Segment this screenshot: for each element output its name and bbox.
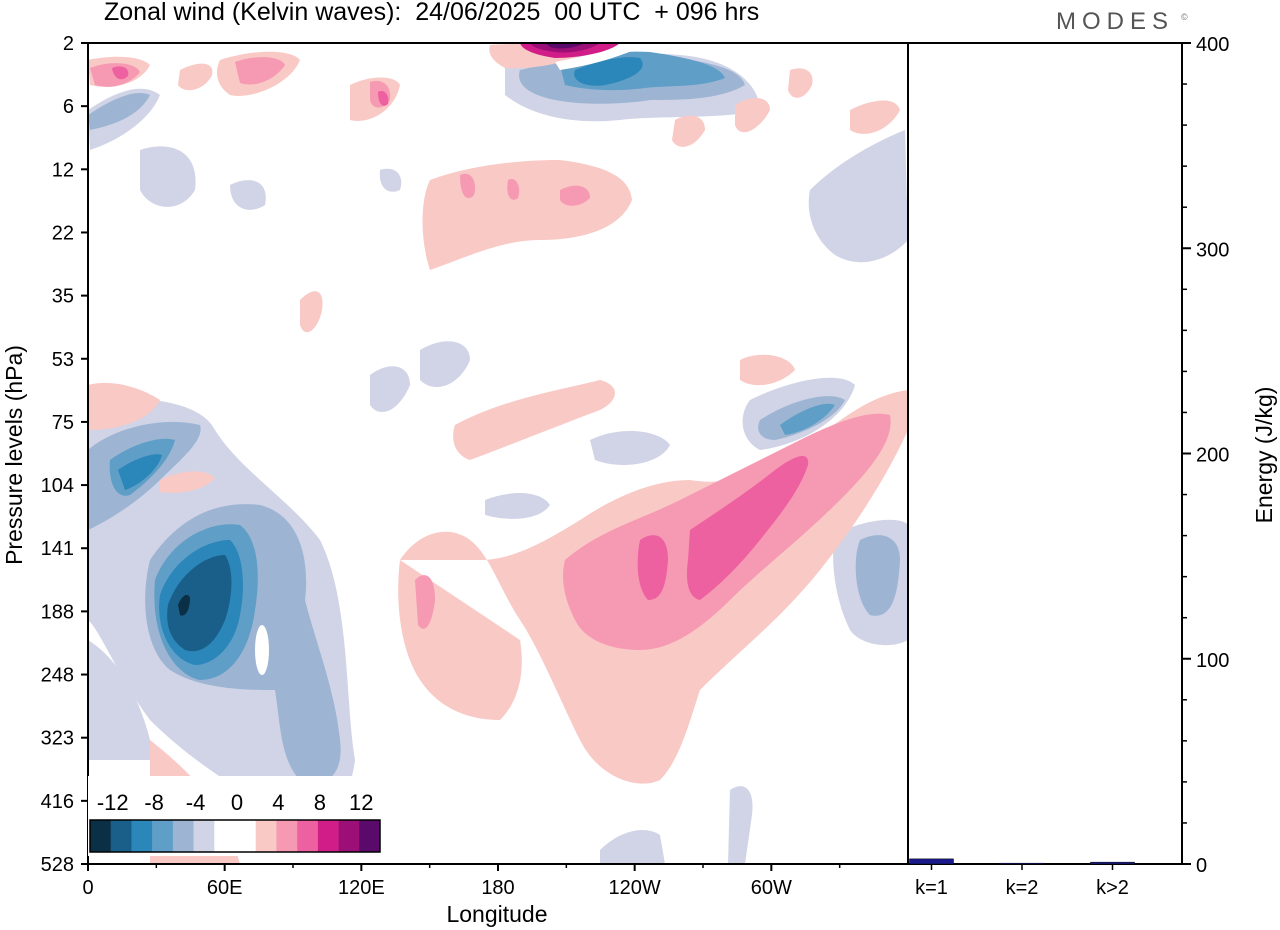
y-axis-label: Pressure levels (hPa)	[1, 345, 27, 565]
y-tick-label: 248	[41, 665, 74, 687]
colorbar-label: 12	[349, 790, 373, 815]
energy-axis-label: Energy (J/kg)	[1251, 387, 1277, 524]
colorbar-swatch	[359, 820, 381, 852]
colorbar-swatch	[317, 820, 339, 852]
y-tick-label: 22	[52, 222, 74, 244]
energy-panel-frame	[907, 42, 1183, 865]
energy-bars	[909, 858, 1135, 865]
colorbar-label: 8	[314, 790, 326, 815]
energy-tick-label: 200	[1196, 445, 1229, 467]
energy-category-label: k>2	[1096, 877, 1129, 899]
y-tick-label: 141	[41, 538, 74, 560]
x-tick-label: 60E	[207, 877, 243, 899]
x-axis-ticks: 0 60E 120E 180 120W 60W	[82, 864, 841, 899]
y-tick-label: 2	[63, 33, 74, 55]
energy-tick-label: 300	[1196, 239, 1229, 261]
colorbar-label: -8	[144, 790, 164, 815]
colorbar-swatch	[235, 820, 257, 852]
chart-title: Zonal wind (Kelvin waves): 24/06/2025 00…	[104, 0, 760, 26]
y-tick-label: 104	[41, 475, 74, 497]
colorbar-swatch	[90, 820, 112, 852]
zonal-wind-contour-field	[88, 43, 908, 864]
colorbar: -12 -8 -4 0 4 8 12	[88, 776, 382, 856]
colorbar-label: -4	[186, 790, 206, 815]
energy-axis-ticks: 0 100 200 300 400	[1182, 34, 1229, 877]
y-tick-label: 53	[52, 349, 74, 371]
y-tick-label: 12	[52, 159, 74, 181]
x-axis-label: Longitude	[446, 901, 547, 927]
colorbar-swatch	[193, 820, 215, 852]
colorbar-swatch	[338, 820, 360, 852]
energy-category-labels: k=1 k=2 k>2	[915, 864, 1129, 899]
energy-bar	[1090, 861, 1135, 865]
energy-category-label: k=2	[1006, 877, 1039, 899]
y-axis-ticks: 2 6 12 22 35 53 75 104 141 188 248 323 416 528	[41, 33, 88, 876]
x-tick-label: 120E	[338, 877, 385, 899]
copyright-mark: ©	[1181, 12, 1188, 22]
colorbar-swatch	[110, 820, 132, 852]
colorbar-swatch	[255, 820, 277, 852]
y-tick-label: 416	[41, 791, 74, 813]
energy-bar	[909, 858, 954, 865]
colorbar-swatch	[172, 820, 194, 852]
colorbar-label: 4	[272, 790, 284, 815]
x-tick-label: 180	[481, 877, 514, 899]
y-tick-label: 188	[41, 601, 74, 623]
x-tick-label: 120W	[609, 877, 661, 899]
y-tick-label: 323	[41, 728, 74, 750]
colorbar-label: -12	[97, 790, 129, 815]
colorbar-frame	[89, 819, 381, 853]
y-tick-label: 75	[52, 412, 74, 434]
energy-tick-label: 100	[1196, 650, 1229, 672]
colorbar-swatch	[276, 820, 298, 852]
colorbar-swatch	[152, 820, 174, 852]
colorbar-swatch	[131, 820, 153, 852]
x-tick-label: 60W	[751, 877, 792, 899]
energy-category-label: k=1	[915, 877, 948, 899]
y-tick-label: 35	[52, 286, 74, 308]
x-tick-label: 0	[82, 877, 93, 899]
y-tick-label: 528	[41, 854, 74, 876]
energy-tick-label: 400	[1196, 34, 1229, 56]
colorbar-label: 0	[231, 790, 243, 815]
energy-tick-label: 0	[1196, 855, 1207, 877]
colorbar-swatch	[297, 820, 319, 852]
y-tick-label: 6	[63, 96, 74, 118]
colorbar-swatch	[214, 820, 236, 852]
modes-logo: MODES	[1056, 8, 1175, 35]
